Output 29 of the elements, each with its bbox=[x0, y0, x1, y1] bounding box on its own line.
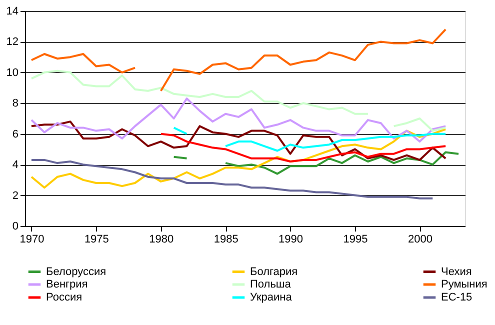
legend-label: Чехия bbox=[441, 266, 472, 278]
y-tick-label: 0 bbox=[12, 220, 18, 232]
legend-label: Белоруссия bbox=[46, 266, 106, 278]
legend-label: Болгария bbox=[250, 266, 298, 278]
y-tick-label: 2 bbox=[12, 190, 18, 202]
line-series bbox=[30, 120, 447, 161]
x-tick-label: 1990 bbox=[278, 234, 304, 246]
y-tick-label: 10 bbox=[6, 66, 18, 79]
x-tick-label: 1970 bbox=[20, 234, 44, 246]
y-tick-label: 8 bbox=[12, 98, 18, 110]
legend-label: ЕС-15 bbox=[441, 292, 472, 304]
line-series bbox=[30, 98, 447, 143]
x-tick-label: 2000 bbox=[408, 234, 432, 246]
legend-label: Польша bbox=[250, 278, 292, 290]
y-tick-label: 4 bbox=[12, 159, 18, 172]
legend-label: Украина bbox=[250, 292, 293, 304]
line-series bbox=[30, 158, 434, 200]
x-tick-label: 1980 bbox=[149, 234, 174, 246]
line-series bbox=[160, 132, 447, 162]
legend-label: Венгрия bbox=[46, 278, 88, 290]
y-tick-label: 6 bbox=[12, 128, 18, 140]
x-tick-label: 1985 bbox=[214, 234, 238, 246]
legend-label: Румыния bbox=[441, 278, 488, 290]
x-tick-label: 1995 bbox=[343, 234, 368, 246]
y-tick-label: 12 bbox=[6, 36, 18, 48]
x-tick-label: 1975 bbox=[84, 234, 109, 246]
y-tick-label: 14 bbox=[6, 6, 18, 18]
legend-label: Россия bbox=[46, 292, 82, 304]
line-series bbox=[30, 128, 447, 189]
